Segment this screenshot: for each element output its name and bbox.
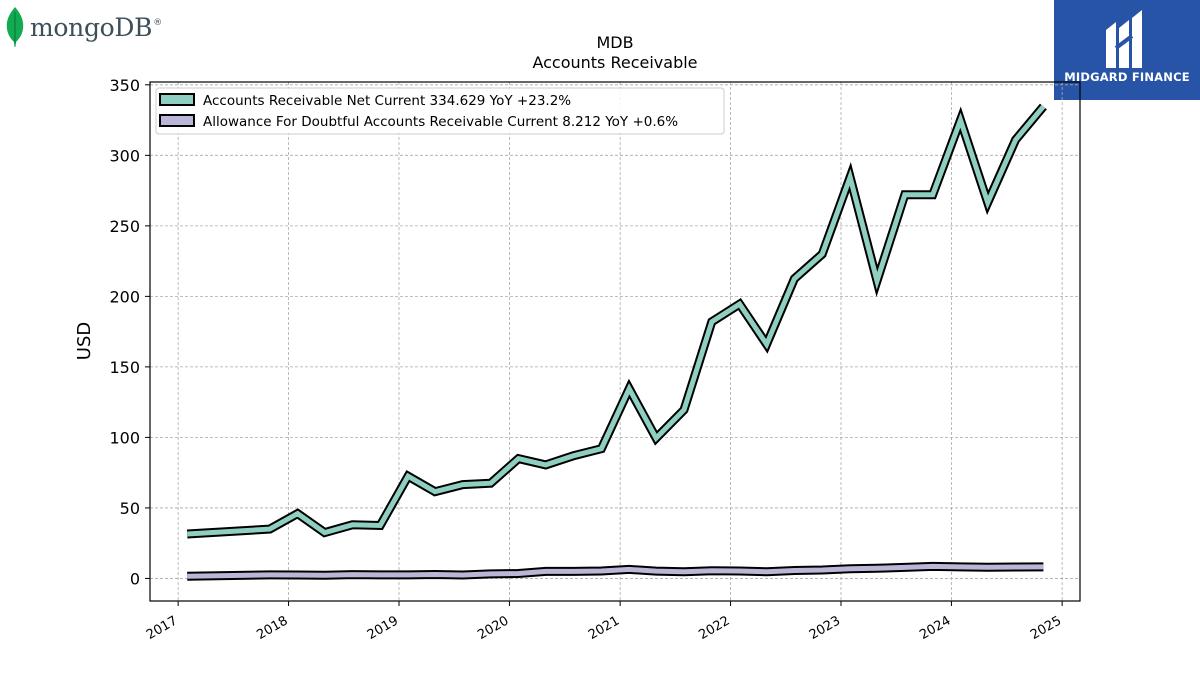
series-outline-ar-net-current bbox=[186, 103, 1047, 539]
series-lines bbox=[186, 103, 1047, 581]
axes: 0 50 100 150 200 250 300 350 2017 2018 2019 2020 202… bbox=[109, 76, 1064, 643]
chart-subtitle: Accounts Receivable bbox=[532, 53, 697, 72]
legend-swatch-ar-net bbox=[159, 93, 195, 106]
chart-title: MDB bbox=[596, 33, 633, 52]
mongodb-leaf-icon bbox=[6, 7, 24, 47]
y-tick-label: 50 bbox=[120, 499, 140, 518]
y-axis-label: USD bbox=[74, 322, 95, 360]
mongodb-logo: mongoDB ® bbox=[4, 4, 174, 50]
plot-frame bbox=[149, 81, 1081, 602]
midgard-finance-text: MIDGARD FINANCE bbox=[1064, 70, 1190, 84]
x-tick-label: 2022 bbox=[696, 613, 732, 643]
mongodb-wordmark: mongoDB bbox=[30, 12, 153, 42]
y-tick-label: 200 bbox=[109, 287, 140, 306]
y-tick-label: 150 bbox=[109, 358, 140, 377]
series-line-allowance-doubtful bbox=[187, 563, 1044, 579]
legend-label-ar-net: Accounts Receivable Net Current 334.629 … bbox=[203, 93, 571, 109]
y-tick-label: 250 bbox=[109, 217, 140, 236]
registered-mark: ® bbox=[153, 18, 163, 28]
x-tick-label: 2018 bbox=[254, 613, 290, 643]
x-tick-label: 2025 bbox=[1028, 613, 1064, 643]
y-tick-label: 0 bbox=[130, 569, 140, 588]
x-tick-label: 2021 bbox=[586, 613, 622, 643]
x-tick-label: 2024 bbox=[917, 613, 953, 643]
legend-box bbox=[155, 87, 725, 135]
legend: Accounts Receivable Net Current 334.629 … bbox=[155, 87, 725, 135]
x-tick-label: 2017 bbox=[144, 613, 180, 643]
x-tick-label: 2023 bbox=[807, 613, 843, 643]
x-tick-label: 2020 bbox=[475, 613, 511, 643]
legend-label-allowance: Allowance For Doubtful Accounts Receivab… bbox=[203, 114, 678, 130]
midgard-finance-logo: MIDGARD FINANCE bbox=[1054, 0, 1200, 100]
y-tick-label: 300 bbox=[109, 146, 140, 165]
x-tick-label: 2019 bbox=[365, 613, 401, 643]
legend-swatch-allowance bbox=[159, 114, 195, 127]
y-tick-label: 100 bbox=[109, 428, 140, 447]
series-line-ar-net-current bbox=[187, 104, 1046, 537]
y-tick-label: 350 bbox=[109, 76, 140, 95]
midgard-finance-mark-icon bbox=[1106, 10, 1142, 68]
